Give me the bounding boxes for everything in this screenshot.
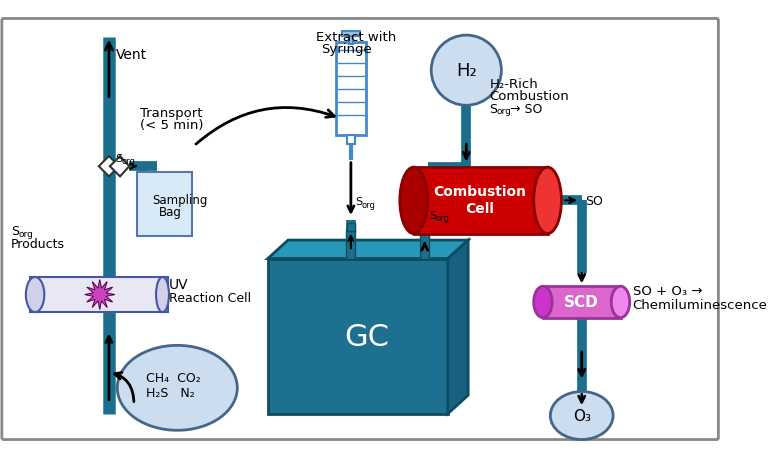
Bar xyxy=(336,44,366,135)
Ellipse shape xyxy=(534,286,552,318)
Bar xyxy=(342,32,360,37)
Text: H₂: H₂ xyxy=(456,62,477,80)
Text: org: org xyxy=(122,157,136,166)
Bar xyxy=(347,135,355,145)
Text: org: org xyxy=(436,214,450,223)
Text: S: S xyxy=(429,211,437,221)
Text: SCD: SCD xyxy=(565,295,599,310)
Text: UV: UV xyxy=(169,278,189,292)
Ellipse shape xyxy=(551,392,613,440)
Text: (< 5 min): (< 5 min) xyxy=(140,119,204,132)
Text: S: S xyxy=(356,197,363,207)
Ellipse shape xyxy=(534,168,562,234)
Ellipse shape xyxy=(612,286,629,318)
Bar xyxy=(346,230,356,259)
Bar xyxy=(349,34,353,45)
Text: S: S xyxy=(115,154,122,163)
Text: Extract with: Extract with xyxy=(316,31,396,45)
Bar xyxy=(413,168,548,234)
Polygon shape xyxy=(110,157,129,177)
Polygon shape xyxy=(99,157,119,177)
Text: Transport: Transport xyxy=(140,107,203,120)
Ellipse shape xyxy=(431,36,502,106)
Text: SO: SO xyxy=(586,195,603,207)
Polygon shape xyxy=(268,241,468,259)
Bar xyxy=(420,230,429,259)
Ellipse shape xyxy=(400,168,427,234)
Text: SO + O₃ →: SO + O₃ → xyxy=(633,285,702,298)
Bar xyxy=(268,259,448,414)
Text: org: org xyxy=(497,107,512,116)
Text: Combustion: Combustion xyxy=(489,90,569,102)
Bar xyxy=(347,224,355,231)
Ellipse shape xyxy=(156,277,169,313)
Polygon shape xyxy=(448,241,468,414)
Text: Reaction Cell: Reaction Cell xyxy=(169,291,251,304)
Text: Vent: Vent xyxy=(116,47,147,62)
Text: Bag: Bag xyxy=(159,206,182,218)
Text: Combustion: Combustion xyxy=(434,185,526,199)
Bar xyxy=(543,286,621,318)
Text: Products: Products xyxy=(11,238,65,251)
Text: CH₄  CO₂: CH₄ CO₂ xyxy=(146,371,200,384)
Text: Chemiluminescence: Chemiluminescence xyxy=(633,298,768,312)
Text: Syringe: Syringe xyxy=(321,43,372,56)
Text: Cell: Cell xyxy=(466,202,495,215)
Text: → SO: → SO xyxy=(509,102,542,115)
Text: Sampling: Sampling xyxy=(152,194,207,207)
Text: org: org xyxy=(362,200,376,209)
Ellipse shape xyxy=(117,346,237,431)
Text: O₃: O₃ xyxy=(573,408,590,423)
Text: H₂-Rich: H₂-Rich xyxy=(489,78,538,90)
Text: org: org xyxy=(19,230,34,239)
Polygon shape xyxy=(85,280,115,310)
Bar xyxy=(421,224,428,231)
Text: S: S xyxy=(489,102,498,115)
FancyBboxPatch shape xyxy=(2,19,718,440)
Text: S: S xyxy=(11,225,19,238)
Text: H₂S   N₂: H₂S N₂ xyxy=(146,386,195,399)
Text: GC: GC xyxy=(344,322,389,351)
Bar xyxy=(30,277,168,313)
Ellipse shape xyxy=(26,277,44,313)
Bar xyxy=(136,173,192,237)
